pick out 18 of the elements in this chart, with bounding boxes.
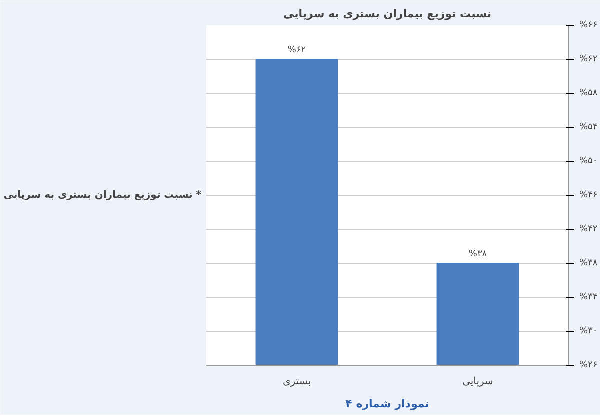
x-tick-label: بستری — [282, 376, 312, 388]
y-tick-label: %۶۶ — [580, 20, 598, 30]
y-axis-title: نسبت توزیع بیماران بستری به سرپایی * — [4, 190, 202, 201]
data-label: %۳۸ — [468, 250, 488, 260]
y-tick-label: %۵۰ — [580, 156, 598, 166]
text: نمودار شماره ۴ — [346, 398, 430, 410]
y-tick-label: %۴۲ — [580, 224, 598, 234]
chart-title: نسبت توزیع بیماران بستری به سرپایی — [284, 8, 492, 20]
y-tick-label: %۳۰ — [580, 326, 598, 336]
y-tick-label: %۶۲ — [580, 54, 598, 64]
y-tick-label: %۵۴ — [580, 122, 598, 132]
y-tick-label: %۳۸ — [580, 258, 598, 268]
y-tick-label: %۵۸ — [580, 88, 598, 98]
y-tick-label: %۴۶ — [580, 190, 598, 200]
data-label: %۶۲ — [288, 46, 306, 56]
y-tick-label: %۳۴ — [580, 292, 598, 302]
y-tick-label: %۲۶ — [580, 360, 598, 370]
x-tick-label: سرپایی — [462, 376, 494, 388]
